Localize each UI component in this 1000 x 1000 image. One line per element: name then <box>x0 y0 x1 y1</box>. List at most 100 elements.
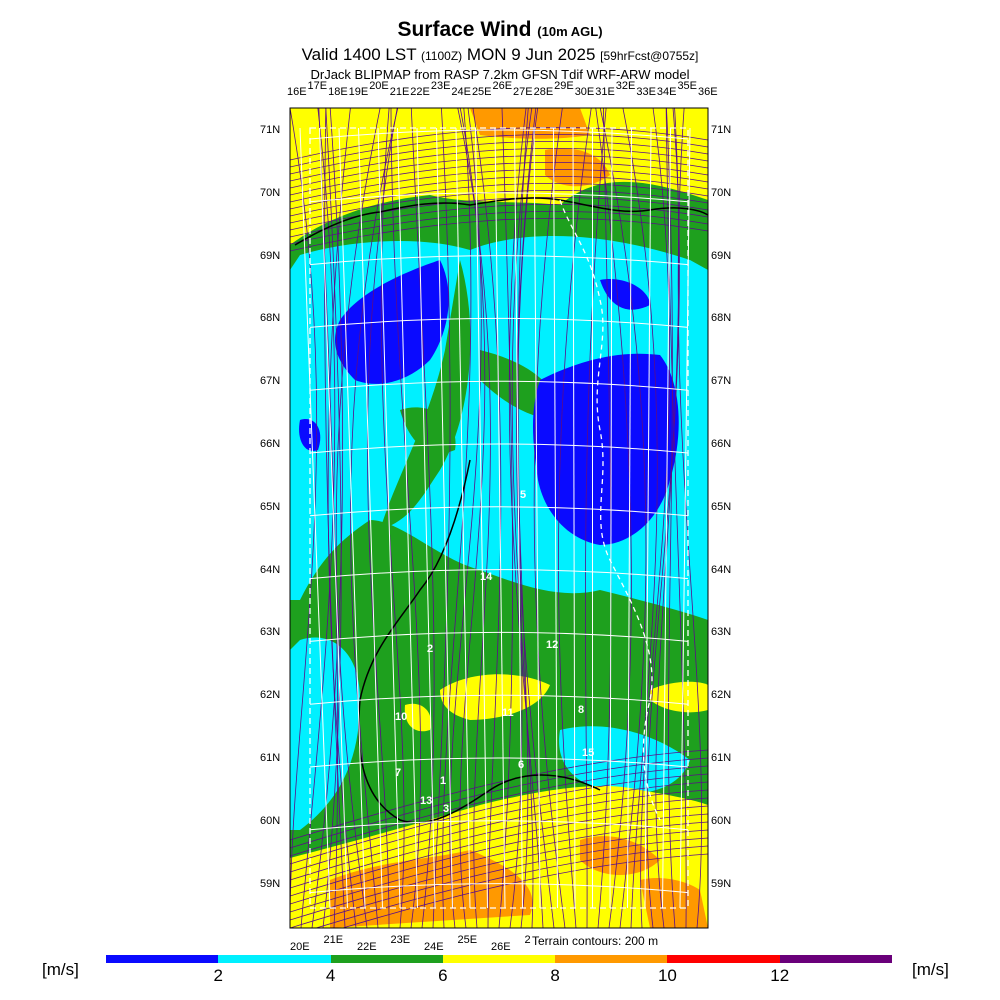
streamline <box>517 108 539 928</box>
streamline <box>459 108 486 928</box>
lon-label-bottom: 20E <box>290 941 310 953</box>
streamline <box>290 127 708 161</box>
lat-label: 64N <box>260 563 281 576</box>
wind-speed-labels: 5 14 2 12 10 11 8 15 7 6 1 13 3 <box>395 489 594 815</box>
wind-speed-label: 1 <box>440 775 446 787</box>
lon-label-top: 32E <box>615 80 636 92</box>
colorbar-segment <box>330 955 443 963</box>
lat-label: 63N <box>711 626 732 639</box>
region-south-orange-3 <box>640 878 708 928</box>
latitude-line <box>309 506 689 517</box>
lat-label: 61N <box>711 752 732 764</box>
streamline <box>677 108 702 928</box>
streamline <box>558 108 592 928</box>
wind-speed-label: 15 <box>582 747 594 759</box>
lon-label-bottom: 24E <box>424 941 444 953</box>
lat-label: 67N <box>260 375 281 388</box>
wind-speed-label: 14 <box>480 571 493 583</box>
streamline <box>290 773 708 865</box>
colorbar-tick: 10 <box>657 966 677 985</box>
coastline-gulf <box>358 459 601 824</box>
streamline <box>290 204 708 238</box>
lon-label-bottom: 25E <box>457 934 478 946</box>
domain-boundary <box>309 127 689 909</box>
streamline <box>290 169 708 203</box>
lon-label-top: 29E <box>554 80 574 92</box>
streamline <box>290 148 708 182</box>
colorbar-segment <box>442 955 556 963</box>
latitude-line <box>309 631 689 642</box>
lon-label-bottom: 2 <box>524 934 531 946</box>
longitude-line <box>679 127 691 909</box>
lon-label-top: 31E <box>595 86 615 98</box>
lat-label: 60N <box>711 814 732 827</box>
lat-lon-grid <box>299 127 691 909</box>
lat-label: 60N <box>260 814 281 827</box>
longitude-line <box>397 127 418 909</box>
streamline <box>290 211 708 245</box>
lon-label-top: 35E <box>677 80 698 92</box>
valid-utc: (1100Z) <box>421 49 463 63</box>
lon-label-bottom: 21E <box>323 934 344 946</box>
streamline <box>432 108 451 928</box>
lon-label-top: 23E <box>430 80 451 92</box>
streamline <box>290 789 708 881</box>
chart-title: Surface Wind (10m AGL) <box>0 18 1000 42</box>
longitude-line <box>319 127 348 909</box>
wind-speed-label: 5 <box>520 489 526 501</box>
wind-speed-label: 10 <box>395 711 407 723</box>
longitude-line <box>475 127 488 909</box>
streamline <box>367 108 398 928</box>
lon-label-top: 33E <box>636 86 656 98</box>
valid-time: Valid 1400 LST (1100Z) MON 9 Jun 2025 [5… <box>0 45 1000 65</box>
lat-label: 67N <box>711 375 732 388</box>
longitude-line <box>436 127 453 909</box>
latitude-line <box>309 255 689 266</box>
streamline <box>622 108 658 928</box>
streamline <box>290 765 708 857</box>
lat-label: 59N <box>260 877 281 890</box>
streamline <box>290 108 318 928</box>
lat-label: 62N <box>711 689 732 702</box>
map-frame <box>289 107 709 929</box>
streamline <box>314 845 708 928</box>
streamline <box>511 108 534 928</box>
lat-label: 68N <box>260 312 281 325</box>
colorbar-tick: 8 <box>550 966 560 985</box>
lat-label: 69N <box>711 249 732 262</box>
region-green-patch-2 <box>400 407 456 454</box>
longitude-line <box>533 127 541 909</box>
region-blue-east <box>533 353 679 545</box>
lat-label: 62N <box>260 689 281 702</box>
colorbar-tick: 6 <box>438 966 448 985</box>
streamline <box>508 108 544 928</box>
longitude-line <box>455 127 471 909</box>
lat-label: 65N <box>260 500 281 513</box>
streamline <box>290 821 708 913</box>
lon-label-top: 16E <box>287 86 307 98</box>
title-main: Surface Wind <box>397 18 532 41</box>
wind-speed-label: 3 <box>443 803 449 815</box>
colorbar-tick: 12 <box>770 966 790 985</box>
colorbar-segment <box>555 955 668 963</box>
lon-label-top: 20E <box>369 80 389 92</box>
title-suffix: (10m AGL) <box>537 24 603 39</box>
streamline <box>290 162 708 196</box>
lat-label: 68N <box>711 312 732 325</box>
lon-label-bottom: 23E <box>390 934 411 946</box>
wind-speed-label: 7 <box>395 767 401 779</box>
wind-speed-label: 8 <box>578 704 584 716</box>
longitude-line <box>514 127 523 909</box>
region-yellow-central <box>440 674 550 720</box>
lat-label: 61N <box>260 752 281 764</box>
lat-label: 70N <box>711 186 732 199</box>
colorbar-tick: 4 <box>325 966 336 985</box>
longitude-line <box>299 127 331 909</box>
streamline <box>599 108 647 928</box>
lon-label-top: 19E <box>348 86 369 98</box>
wind-streamlines <box>290 108 708 928</box>
colorbar-segment <box>218 955 331 963</box>
streamline <box>509 108 529 928</box>
streamline <box>595 108 632 928</box>
lon-label-top: 21E <box>389 86 410 98</box>
